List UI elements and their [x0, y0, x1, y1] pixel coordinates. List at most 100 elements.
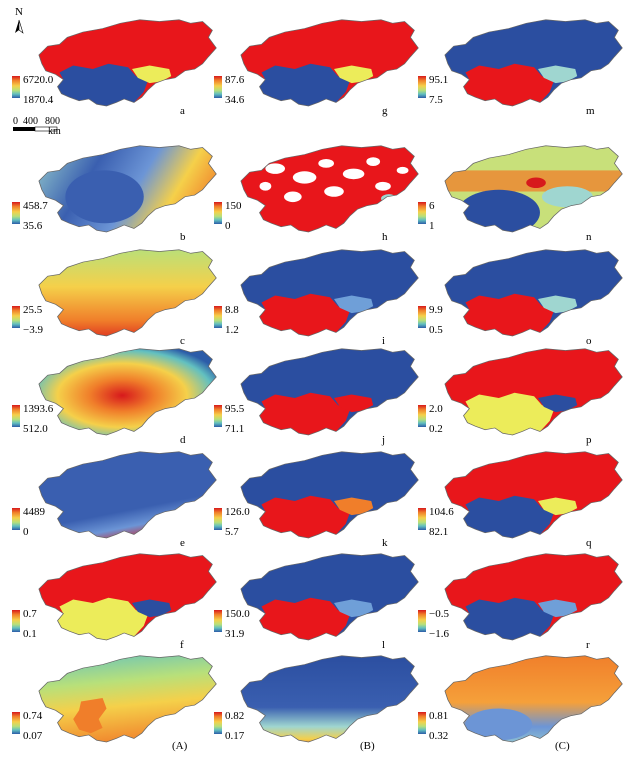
legend-max: 95.1 [429, 74, 448, 86]
legend-ramp [214, 306, 222, 328]
north-label: N [15, 6, 23, 18]
panel-letter: q [586, 537, 592, 549]
legend-ramp [418, 508, 426, 530]
map-panel-a: 6720.0 1870.4 a [12, 19, 217, 117]
legend-ramp [12, 306, 20, 328]
legend-ramp [214, 202, 222, 224]
map-panel-summary-C: 0.81 0.32 [418, 655, 623, 743]
legend-max: 25.5 [23, 304, 43, 316]
map-panel-m: 95.1 7.5 m [418, 19, 623, 117]
panel-letter: a [180, 105, 185, 117]
legend-max: 458.7 [23, 200, 48, 212]
panel-letter: i [382, 335, 385, 347]
legend-max: 4489 [23, 506, 46, 518]
legend-ramp [418, 610, 426, 632]
legend-ramp [418, 306, 426, 328]
legend-max: 0.82 [225, 710, 244, 722]
panel-letter: b [180, 231, 186, 243]
scale-tick-0: 0 [13, 116, 18, 127]
legend-min: 0.07 [23, 730, 43, 742]
map-panel-q: 104.6 82.1 q [418, 451, 623, 549]
legend-ramp [214, 610, 222, 632]
legend-max: 150.0 [225, 608, 250, 620]
legend-ramp [418, 405, 426, 427]
map-panel-p: 2.0 0.2 p [418, 348, 623, 446]
legend-max: 87.6 [225, 74, 245, 86]
map-panel-d: 1393.6 512.0 d [12, 348, 217, 446]
panel-letter: r [586, 639, 590, 651]
legend-min: −1.6 [429, 628, 449, 640]
map-panel-g: 87.6 34.6 g [214, 19, 419, 117]
map-panel-r: −0.5 −1.6 r [418, 553, 623, 651]
scale-unit: km [48, 126, 61, 137]
panel-letter: e [180, 537, 185, 549]
panel-letter: h [382, 231, 388, 243]
legend-ramp [12, 610, 20, 632]
panel-letter: m [586, 105, 595, 117]
legend-ramp [12, 405, 20, 427]
legend-max: 0.81 [429, 710, 448, 722]
legend-max: −0.5 [429, 608, 449, 620]
column-label-C: (C) [555, 740, 570, 752]
map-panel-h: 150 0 h [214, 145, 419, 243]
map-panel-l: 150.0 31.9 l [214, 553, 419, 651]
legend-ramp [12, 508, 20, 530]
legend-ramp [418, 712, 426, 734]
legend-min: 0.32 [429, 730, 448, 742]
legend-max: 150 [225, 200, 242, 212]
column-label-B: (B) [360, 740, 375, 752]
legend-min: 35.6 [23, 220, 43, 232]
legend-min: −3.9 [23, 324, 43, 336]
scale-tick-800: 800 [45, 116, 60, 127]
legend-max: 104.6 [429, 506, 454, 518]
scale-tick-400: 400 [23, 116, 38, 127]
panel-letter: j [381, 434, 385, 446]
map-panel-i: 8.8 1.2 i [214, 249, 419, 347]
legend-max: 0.7 [23, 608, 37, 620]
panel-letter: n [586, 231, 592, 243]
legend-max: 6720.0 [23, 74, 54, 86]
legend-max: 0.74 [23, 710, 43, 722]
map-panel-b: 458.7 35.6 b [12, 145, 217, 243]
legend-min: 0 [225, 220, 231, 232]
legend-min: 0.5 [429, 324, 443, 336]
map-panel-o: 9.9 0.5 o [418, 249, 623, 347]
legend-max: 9.9 [429, 304, 443, 316]
panel-letter: f [180, 639, 184, 651]
legend-ramp [214, 405, 222, 427]
panel-letter: c [180, 335, 185, 347]
map-panel-summary-A: 0.74 0.07 [12, 655, 217, 743]
legend-max: 6 [429, 200, 435, 212]
column-label-A: (A) [172, 740, 188, 752]
map-panel-e: 4489 0 e [12, 451, 217, 549]
legend-ramp [418, 202, 426, 224]
legend-min: 82.1 [429, 526, 448, 538]
panel-letter: g [382, 105, 388, 117]
panel-letter: l [382, 639, 385, 651]
legend-ramp [12, 712, 20, 734]
legend-min: 0.1 [23, 628, 37, 640]
legend-min: 0.2 [429, 423, 443, 435]
map-panel-summary-B: 0.82 0.17 [214, 655, 419, 743]
legend-max: 126.0 [225, 506, 250, 518]
panel-letter: p [586, 434, 592, 446]
map-panel-c: 25.5 −3.9 c [12, 249, 217, 347]
panel-letter: d [180, 434, 186, 446]
legend-min: 71.1 [225, 423, 244, 435]
legend-ramp [214, 76, 222, 98]
legend-ramp [214, 712, 222, 734]
map-panel-n: 6 1 n [418, 145, 623, 243]
legend-min: 1.2 [225, 324, 239, 336]
legend-min: 512.0 [23, 423, 48, 435]
legend-ramp [214, 508, 222, 530]
legend-min: 7.5 [429, 94, 443, 106]
map-panels: 6720.0 1870.4 a 87.6 34.6 g 95.1 7.5 m 458.7 35.6 b… [12, 19, 623, 743]
north-arrow-icon [15, 20, 19, 33]
legend-max: 8.8 [225, 304, 239, 316]
legend-ramp [12, 202, 20, 224]
legend-min: 31.9 [225, 628, 245, 640]
legend-min: 1 [429, 220, 435, 232]
legend-min: 34.6 [225, 94, 245, 106]
legend-min: 1870.4 [23, 94, 54, 106]
